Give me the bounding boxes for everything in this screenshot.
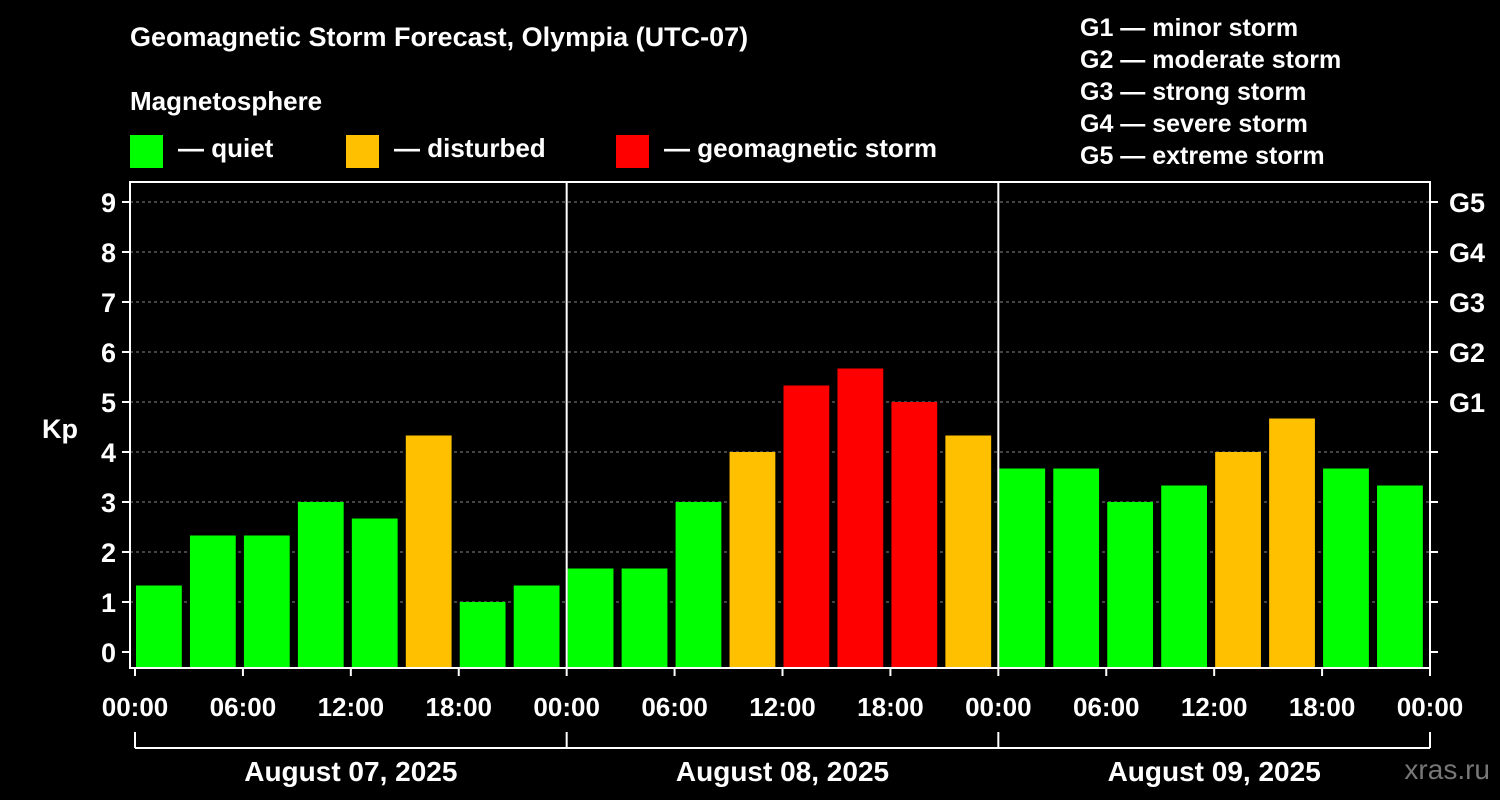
day-label: August 08, 2025 — [676, 756, 889, 787]
kp-bar — [136, 585, 182, 668]
storm-level-g5: G5 — extreme storm — [1080, 142, 1325, 170]
kp-bar — [243, 535, 290, 668]
kp-bar — [891, 402, 938, 668]
storm-axis-label: G1 — [1449, 388, 1485, 418]
storm-axis-label: G4 — [1449, 238, 1485, 268]
kp-bar — [1377, 485, 1423, 668]
storm-axis-label: G3 — [1449, 288, 1485, 318]
kp-bar — [621, 568, 668, 668]
plot-frame — [129, 181, 1431, 669]
kp-bar — [459, 602, 506, 668]
x-tick-label: 18:00 — [1289, 692, 1356, 722]
x-tick-label: 18:00 — [857, 692, 924, 722]
kp-bar — [189, 535, 236, 668]
legend-swatch-quiet — [130, 135, 163, 168]
watermark: xras.ru — [1404, 754, 1490, 785]
x-tick-label: 00:00 — [965, 692, 1032, 722]
kp-bar — [945, 435, 992, 668]
kp-bar — [1269, 418, 1315, 668]
kp-bar — [513, 585, 560, 668]
kp-bar — [999, 468, 1046, 668]
x-tick-label: 06:00 — [1073, 692, 1140, 722]
storm-axis-label: G2 — [1449, 338, 1485, 368]
legend-label-disturbed: — disturbed — [394, 133, 546, 163]
kp-bar — [1107, 502, 1154, 668]
kp-bar — [567, 568, 614, 668]
x-tick-label: 06:00 — [210, 692, 277, 722]
day-label: August 07, 2025 — [244, 756, 457, 787]
day-label: August 09, 2025 — [1108, 756, 1321, 787]
storm-level-g4: G4 — severe storm — [1080, 110, 1308, 138]
y-tick-label: 4 — [101, 438, 116, 468]
y-tick-label: 6 — [101, 338, 116, 368]
kp-bar — [837, 368, 884, 668]
x-tick-label: 12:00 — [1181, 692, 1248, 722]
kp-bar — [1215, 452, 1261, 668]
kp-bar — [1053, 468, 1100, 668]
storm-axis-label: G5 — [1449, 188, 1485, 218]
storm-level-g3: G3 — strong storm — [1080, 78, 1307, 106]
x-tick-label: 06:00 — [641, 692, 708, 722]
storm-level-g2: G2 — moderate storm — [1080, 46, 1342, 74]
y-tick-label: 7 — [101, 288, 116, 318]
x-tick-label: 00:00 — [533, 692, 600, 722]
legend-label-storm: — geomagnetic storm — [664, 133, 938, 163]
storm-level-g1: G1 — minor storm — [1080, 14, 1299, 42]
y-tick-label: 2 — [101, 538, 116, 568]
kp-bar — [1161, 485, 1208, 668]
chart-title: Geomagnetic Storm Forecast, Olympia (UTC… — [130, 22, 749, 52]
kp-bar — [1323, 468, 1369, 668]
x-tick-label: 12:00 — [749, 692, 816, 722]
chart-subtitle: Magnetosphere — [130, 86, 323, 116]
x-tick-label: 00:00 — [1397, 692, 1464, 722]
legend-label-quiet: — quiet — [178, 133, 274, 163]
kp-bar — [675, 502, 722, 668]
y-axis-label: Kp — [42, 414, 78, 444]
y-tick-label: 1 — [101, 588, 116, 618]
kp-bar — [729, 452, 776, 668]
kp-bar — [351, 518, 398, 668]
kp-bar — [405, 435, 452, 668]
x-tick-label: 00:00 — [102, 692, 169, 722]
legend-swatch-disturbed — [346, 135, 379, 168]
x-tick-label: 12:00 — [318, 692, 385, 722]
y-tick-label: 8 — [101, 238, 116, 268]
kp-bar — [297, 502, 344, 668]
kp-bar — [783, 385, 830, 668]
y-tick-label: 9 — [101, 188, 116, 218]
y-tick-label: 5 — [101, 388, 116, 418]
y-tick-label: 3 — [101, 488, 116, 518]
x-tick-label: 18:00 — [426, 692, 493, 722]
y-tick-label: 0 — [101, 638, 116, 668]
legend-swatch-storm — [616, 135, 649, 168]
